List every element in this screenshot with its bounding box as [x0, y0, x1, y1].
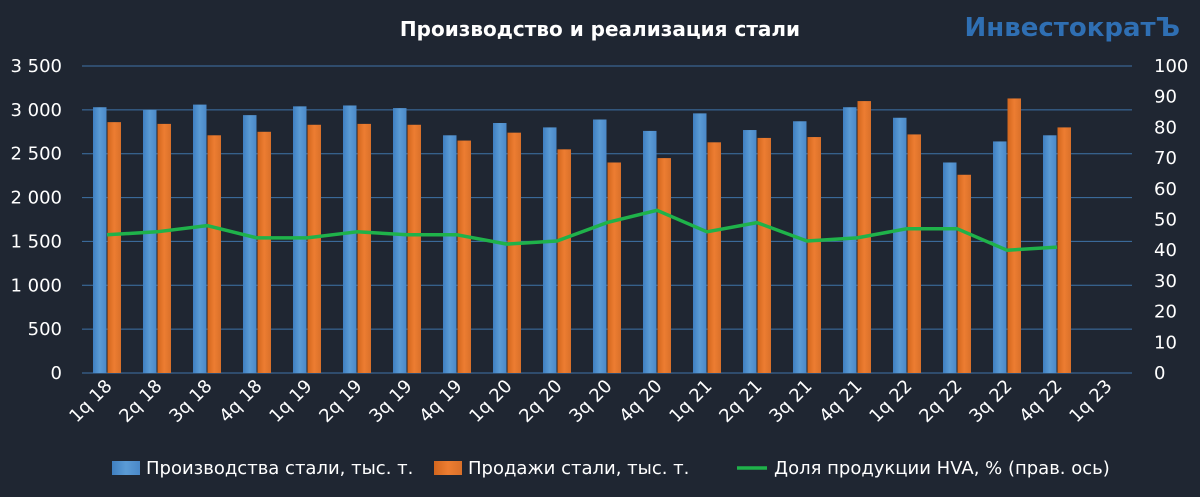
sales-bar [207, 135, 221, 373]
sales-bar [507, 132, 521, 373]
right-tick-label: 60 [1154, 179, 1177, 200]
x-tick-label: 2q 22 [915, 376, 966, 427]
hva-line-series [106, 208, 1058, 252]
left-axis-ticks: 0 500 1 000 1 500 2 000 2 500 3 000 3 500 [10, 56, 62, 384]
grid-lines [82, 65, 1132, 374]
left-tick-label: 1 500 [10, 231, 62, 252]
sales-bar [107, 122, 121, 373]
production-bar [393, 108, 407, 374]
x-tick-label: 3q 22 [965, 376, 1016, 427]
production-bar [543, 127, 557, 374]
x-tick-label: 2q 20 [515, 376, 566, 427]
right-tick-label: 40 [1154, 240, 1177, 261]
sales-bar [757, 137, 771, 373]
production-bar [893, 117, 907, 373]
production-bar [143, 109, 157, 373]
x-tick-label: 2q 19 [315, 376, 366, 427]
production-bar [493, 123, 507, 373]
sales-bar [257, 131, 271, 373]
chart-title: Производство и реализация стали [400, 17, 800, 41]
x-tick-label: 1q 19 [265, 376, 316, 427]
sales-bar [1007, 98, 1021, 373]
x-tick-label: 1q 22 [865, 376, 916, 427]
right-axis-ticks: 0 10 20 30 40 50 60 70 80 90 100 [1154, 56, 1188, 384]
legend-swatch-production [112, 461, 140, 475]
right-tick-label: 50 [1154, 210, 1177, 231]
sales-bar [1057, 127, 1071, 374]
production-bar [193, 104, 207, 373]
sales-bar [957, 174, 971, 373]
sales-bar [807, 137, 821, 373]
left-tick-label: 1 000 [10, 275, 62, 296]
production-bar [743, 130, 757, 373]
x-tick-label: 3q 19 [365, 376, 416, 427]
sales-bar [307, 124, 321, 373]
production-bar [343, 105, 357, 373]
left-tick-label: 3 000 [10, 100, 62, 121]
x-tick-label: 4q 19 [415, 376, 466, 427]
x-tick-label: 4q 18 [215, 376, 266, 427]
legend-swatch-sales [434, 461, 462, 475]
right-tick-label: 80 [1154, 117, 1177, 138]
production-bar [593, 119, 607, 374]
sales-bar [657, 158, 671, 373]
left-tick-label: 3 500 [10, 56, 62, 77]
sales-bar [607, 162, 621, 373]
legend-label-hva: Доля продукции HVA, % (прав. ось) [774, 458, 1110, 479]
x-tick-label: 4q 21 [815, 376, 866, 427]
bars [93, 98, 1071, 374]
right-tick-label: 10 [1154, 332, 1177, 353]
production-bar [993, 141, 1007, 373]
x-tick-label: 4q 20 [615, 376, 666, 427]
sales-bar [357, 123, 371, 374]
sales-bar [557, 149, 571, 373]
x-tick-label: 3q 18 [165, 376, 216, 427]
sales-bar [407, 124, 421, 373]
production-bar [1043, 135, 1057, 373]
x-tick-label: 2q 21 [715, 376, 766, 427]
legend: Производства стали, тыс. т. Продажи стали… [112, 458, 1110, 479]
right-tick-label: 70 [1154, 148, 1177, 169]
x-tick-label: 3q 20 [565, 376, 616, 427]
x-tick-label: 3q 21 [765, 376, 816, 427]
hva-line [106, 208, 1058, 252]
right-tick-label: 0 [1154, 363, 1165, 384]
sales-bar [907, 134, 921, 373]
right-tick-label: 20 [1154, 302, 1177, 323]
x-tick-label: 4q 22 [1015, 376, 1066, 427]
production-bar [843, 107, 857, 374]
x-tick-label: 2q 18 [115, 376, 166, 427]
legend-label-sales: Продажи стали, тыс. т. [468, 458, 689, 479]
production-bar [93, 107, 107, 374]
left-tick-label: 2 500 [10, 144, 62, 165]
x-tick-label: 1q 23 [1065, 376, 1116, 427]
production-bar [443, 135, 457, 373]
production-bar [243, 115, 257, 374]
right-tick-label: 90 [1154, 87, 1177, 108]
sales-bar [707, 142, 721, 373]
x-tick-label: 1q 20 [465, 376, 516, 427]
production-bar [693, 113, 707, 373]
production-bar [793, 121, 807, 373]
production-bar [643, 130, 657, 373]
x-tick-label: 1q 18 [65, 376, 116, 427]
production-bar [293, 106, 307, 373]
brand-logo-text: ИнвестократЪ [965, 13, 1180, 43]
legend-label-production: Производства стали, тыс. т. [146, 458, 413, 479]
left-tick-label: 2 000 [10, 188, 62, 209]
sales-bar [457, 140, 471, 373]
production-bar [943, 162, 957, 373]
right-tick-label: 100 [1154, 56, 1188, 77]
x-tick-label: 1q 21 [665, 376, 716, 427]
sales-bar [157, 123, 171, 374]
right-tick-label: 30 [1154, 271, 1177, 292]
left-tick-label: 0 [51, 363, 62, 384]
left-tick-label: 500 [28, 319, 62, 340]
